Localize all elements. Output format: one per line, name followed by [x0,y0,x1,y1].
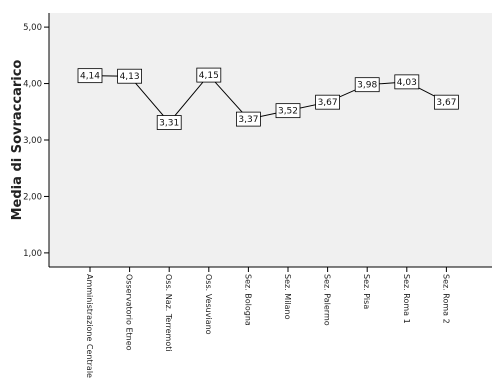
y-tick-label: 4,00 [23,80,42,90]
x-tick-label: Sez. Pisa [362,274,371,309]
data-label: 4,14 [80,72,100,82]
data-label-box [156,115,182,130]
data-label-box [275,103,301,119]
y-tick-label: 2,00 [23,192,42,202]
x-tick-label: Osservatorio Etneo [125,274,134,351]
data-label-box [315,94,341,110]
x-tick-label: Sez. Roma 2 [441,274,450,324]
data-point: 3,52 [275,103,301,119]
data-label-box [394,74,420,90]
data-label: 4,03 [397,78,417,88]
data-label: 3,67 [436,98,456,108]
data-label: 3,67 [318,98,338,108]
data-point: 4,14 [77,68,103,84]
y-tick-label: 1,00 [23,249,42,259]
y-tick-label: 5,00 [23,23,42,33]
data-point: 4,15 [196,67,222,83]
x-tick-label: Sez. Milano [283,274,292,320]
plot-area [49,13,492,267]
data-label-box [354,77,380,93]
data-point: 3,67 [433,94,459,110]
data-point: 3,37 [235,111,261,127]
data-label-box [235,111,261,127]
data-label-box [196,67,222,83]
data-label: 3,37 [238,115,258,125]
data-label: 4,15 [199,71,219,81]
y-axis-label: Media di Sovraccarico [10,60,25,221]
x-tick-label: Sez. Roma 1 [402,274,411,324]
data-label: 3,52 [278,107,298,117]
data-point: 4,13 [117,68,142,84]
data-label-box [77,68,103,84]
x-tick-label: Sez. Palermo [323,274,332,326]
data-label: 3,31 [159,119,179,129]
y-tick-label: 3,00 [23,136,42,146]
x-tick-label: Oss. Vesuviano [204,274,213,335]
x-tick-label: Amministrazione Centrale [85,274,94,378]
data-labels: 4,14 4,13 3,31 4,15 3,37 3,52 3,67 3,98 4,03 3,67 [77,67,459,130]
data-point: 3,98 [354,77,380,93]
data-point: 3,67 [315,94,341,110]
y-axis-ticks: 1,00 2,00 3,00 4,00 5,00 [23,23,49,259]
x-axis-ticks: Amministrazione Centrale Osservatorio Etn… [85,267,450,378]
data-point: 4,03 [394,74,420,90]
data-label: 3,98 [357,81,377,91]
data-label: 4,13 [120,72,140,82]
x-tick-label: Oss. Naz. Terremoti [164,274,173,352]
data-label-box [433,94,459,110]
x-tick-label: Sez. Bologna [243,274,252,326]
data-point: 3,31 [156,115,182,130]
data-label-box [117,68,142,84]
series-line [89,74,447,124]
